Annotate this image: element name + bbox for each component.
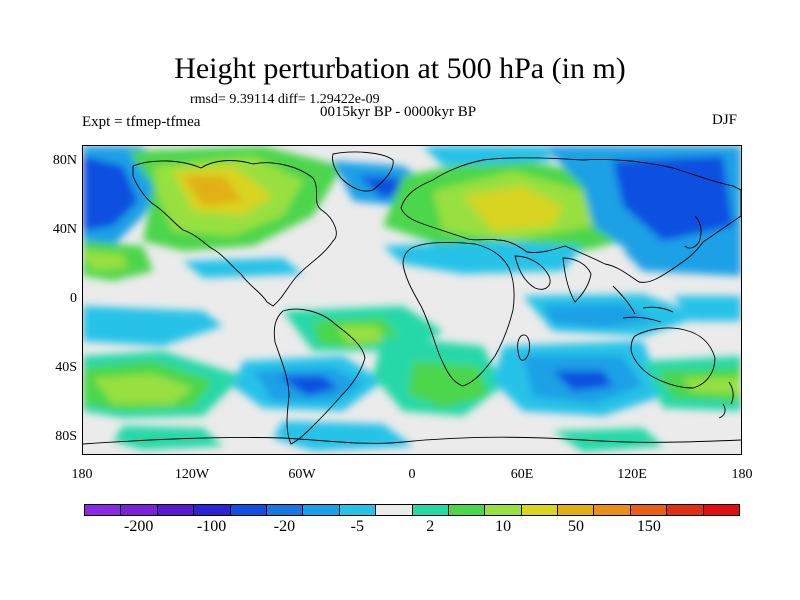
- colorbar-label: -200: [123, 518, 154, 535]
- colorbar-cell: [376, 505, 413, 515]
- colorbar-cell: [485, 505, 522, 515]
- field-patch: [113, 426, 223, 450]
- colorbar-label: 2: [426, 518, 435, 535]
- coastline: [684, 215, 702, 249]
- field-patch: [183, 176, 243, 206]
- stats-line: rmsd= 9.39114 diff= 1.29422e-09: [190, 92, 380, 107]
- lon-tick-label: 120W: [174, 467, 210, 482]
- lon-tick-label: 120E: [617, 467, 647, 482]
- field-patch: [673, 296, 741, 321]
- coastline: [132, 160, 337, 307]
- colorbar-cell: [594, 505, 631, 515]
- field-patch: [338, 326, 383, 344]
- coastline: [517, 334, 530, 361]
- field-patch: [683, 378, 741, 394]
- colorbar-cell: [667, 505, 704, 515]
- height-field-map: [83, 146, 741, 454]
- colorbar-cell: [194, 505, 231, 515]
- field-patch: [383, 241, 583, 274]
- field-patch: [543, 304, 653, 328]
- lon-tick-label: 180: [71, 467, 93, 482]
- colorbar-cell: [157, 505, 195, 515]
- coastline: [718, 381, 734, 419]
- colorbar-cell: [412, 505, 449, 515]
- field-patch: [83, 306, 223, 346]
- lat-tick-label: 40N: [52, 222, 77, 238]
- field-patch: [278, 376, 338, 396]
- lat-tick-label: 40S: [55, 359, 77, 375]
- field-patch: [183, 258, 303, 278]
- colorbar-cell: [339, 505, 377, 515]
- field-patch: [553, 371, 613, 391]
- lon-tick-label: 60E: [510, 467, 534, 482]
- coastline: [562, 257, 592, 303]
- colorbar-cell: [558, 505, 595, 515]
- field-patch: [553, 428, 663, 452]
- field-patch: [93, 374, 193, 404]
- colorbar-cell: [630, 505, 668, 515]
- coastlines: [83, 151, 741, 445]
- field-patch: [423, 146, 553, 166]
- coastline: [622, 306, 674, 323]
- colorbar-cell: [448, 505, 486, 515]
- field-patch: [463, 186, 563, 231]
- field-patch: [83, 251, 128, 271]
- coastline: [400, 157, 741, 283]
- colorbar-label: 150: [636, 518, 661, 535]
- lat-tick-label: 0: [70, 291, 77, 306]
- colorbar-cell: [703, 505, 740, 515]
- coastline: [630, 327, 716, 389]
- lon-tick-label: 0: [408, 467, 416, 482]
- lon-tick-label: 180: [731, 467, 753, 482]
- lat-tick-label: 80N: [52, 153, 77, 169]
- lon-tick-label: 60W: [288, 467, 316, 482]
- colorbar-cell: [303, 505, 340, 515]
- coastline: [83, 436, 741, 445]
- colorbar: [84, 504, 740, 516]
- lat-tick-label: 80S: [55, 428, 77, 444]
- colorbar-label: -100: [196, 518, 227, 535]
- colorbar-label: 10: [495, 518, 512, 535]
- coastline: [514, 255, 551, 290]
- colorbar-cell: [266, 505, 304, 515]
- map-plot: [82, 145, 742, 455]
- colorbar-label: -5: [350, 518, 364, 535]
- colorbar-label: 50: [568, 518, 584, 535]
- season-label: DJF: [712, 112, 738, 128]
- colorbar-cell: [521, 505, 559, 515]
- coastline: [332, 151, 394, 192]
- colorbar-cell: [85, 505, 122, 515]
- colorbar-cell: [121, 505, 158, 515]
- colorbar-label: -20: [273, 518, 296, 535]
- field-patch: [408, 361, 488, 408]
- coastline: [612, 285, 636, 315]
- period-label: 0015kyr BP - 0000kyr BP: [320, 104, 477, 120]
- field-patch: [83, 156, 138, 231]
- coastline: [402, 241, 515, 387]
- experiment-label: Expt = tfmep-tfmea: [82, 114, 201, 130]
- page-title: Height perturbation at 500 hPa (in m): [174, 52, 626, 85]
- field-patch: [623, 251, 741, 276]
- coastline: [273, 308, 366, 445]
- colorbar-cell: [230, 505, 267, 515]
